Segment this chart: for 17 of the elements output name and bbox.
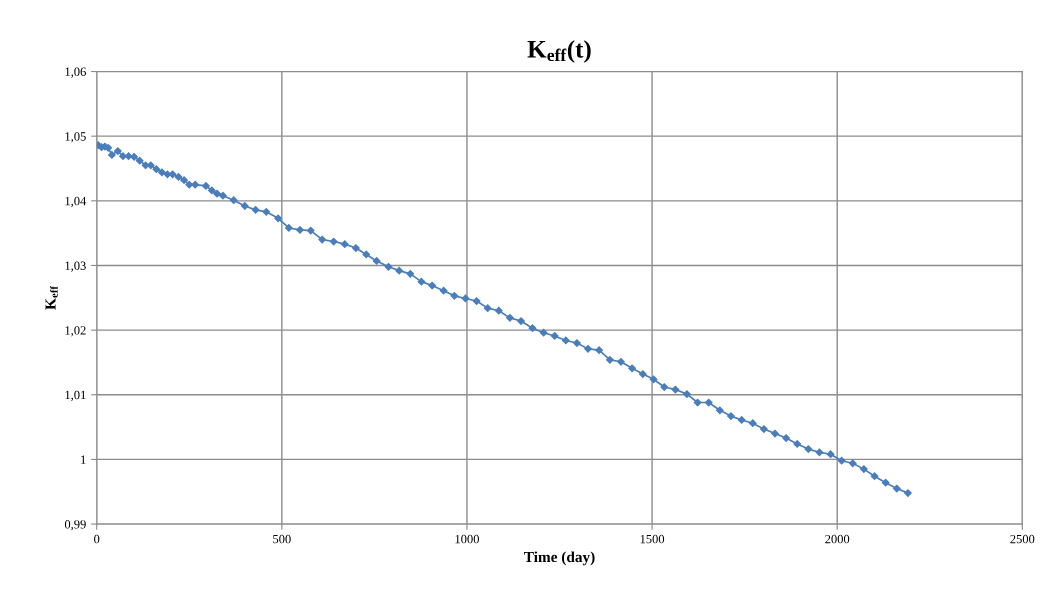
x-axis-title: Time (day) <box>524 551 595 566</box>
x-tick-label: 2000 <box>825 534 850 544</box>
y-tick-label: 1 <box>81 455 86 464</box>
x-tick-label: 1000 <box>455 534 479 544</box>
y-tick-label: 1,04 <box>65 196 87 208</box>
x-tick-label: 0 <box>94 534 100 544</box>
y-axis-title: K$_{eff}$ <box>45 285 58 310</box>
y-tick-label: 1,06 <box>65 67 86 78</box>
y-tick-label: 1,05 <box>65 132 86 143</box>
x-tick-label: 1500 <box>640 534 665 544</box>
y-tick-label: 1,03 <box>65 261 86 272</box>
y-tick-label: 1,02 <box>65 326 86 337</box>
y-tick-label: 1,01 <box>65 390 86 402</box>
y-tick-label: 0,99 <box>64 520 86 531</box>
chart-title: K$_{eff}$(t) <box>527 40 591 63</box>
x-tick-label: 2500 <box>1010 534 1035 544</box>
x-tick-label: 500 <box>273 534 291 544</box>
